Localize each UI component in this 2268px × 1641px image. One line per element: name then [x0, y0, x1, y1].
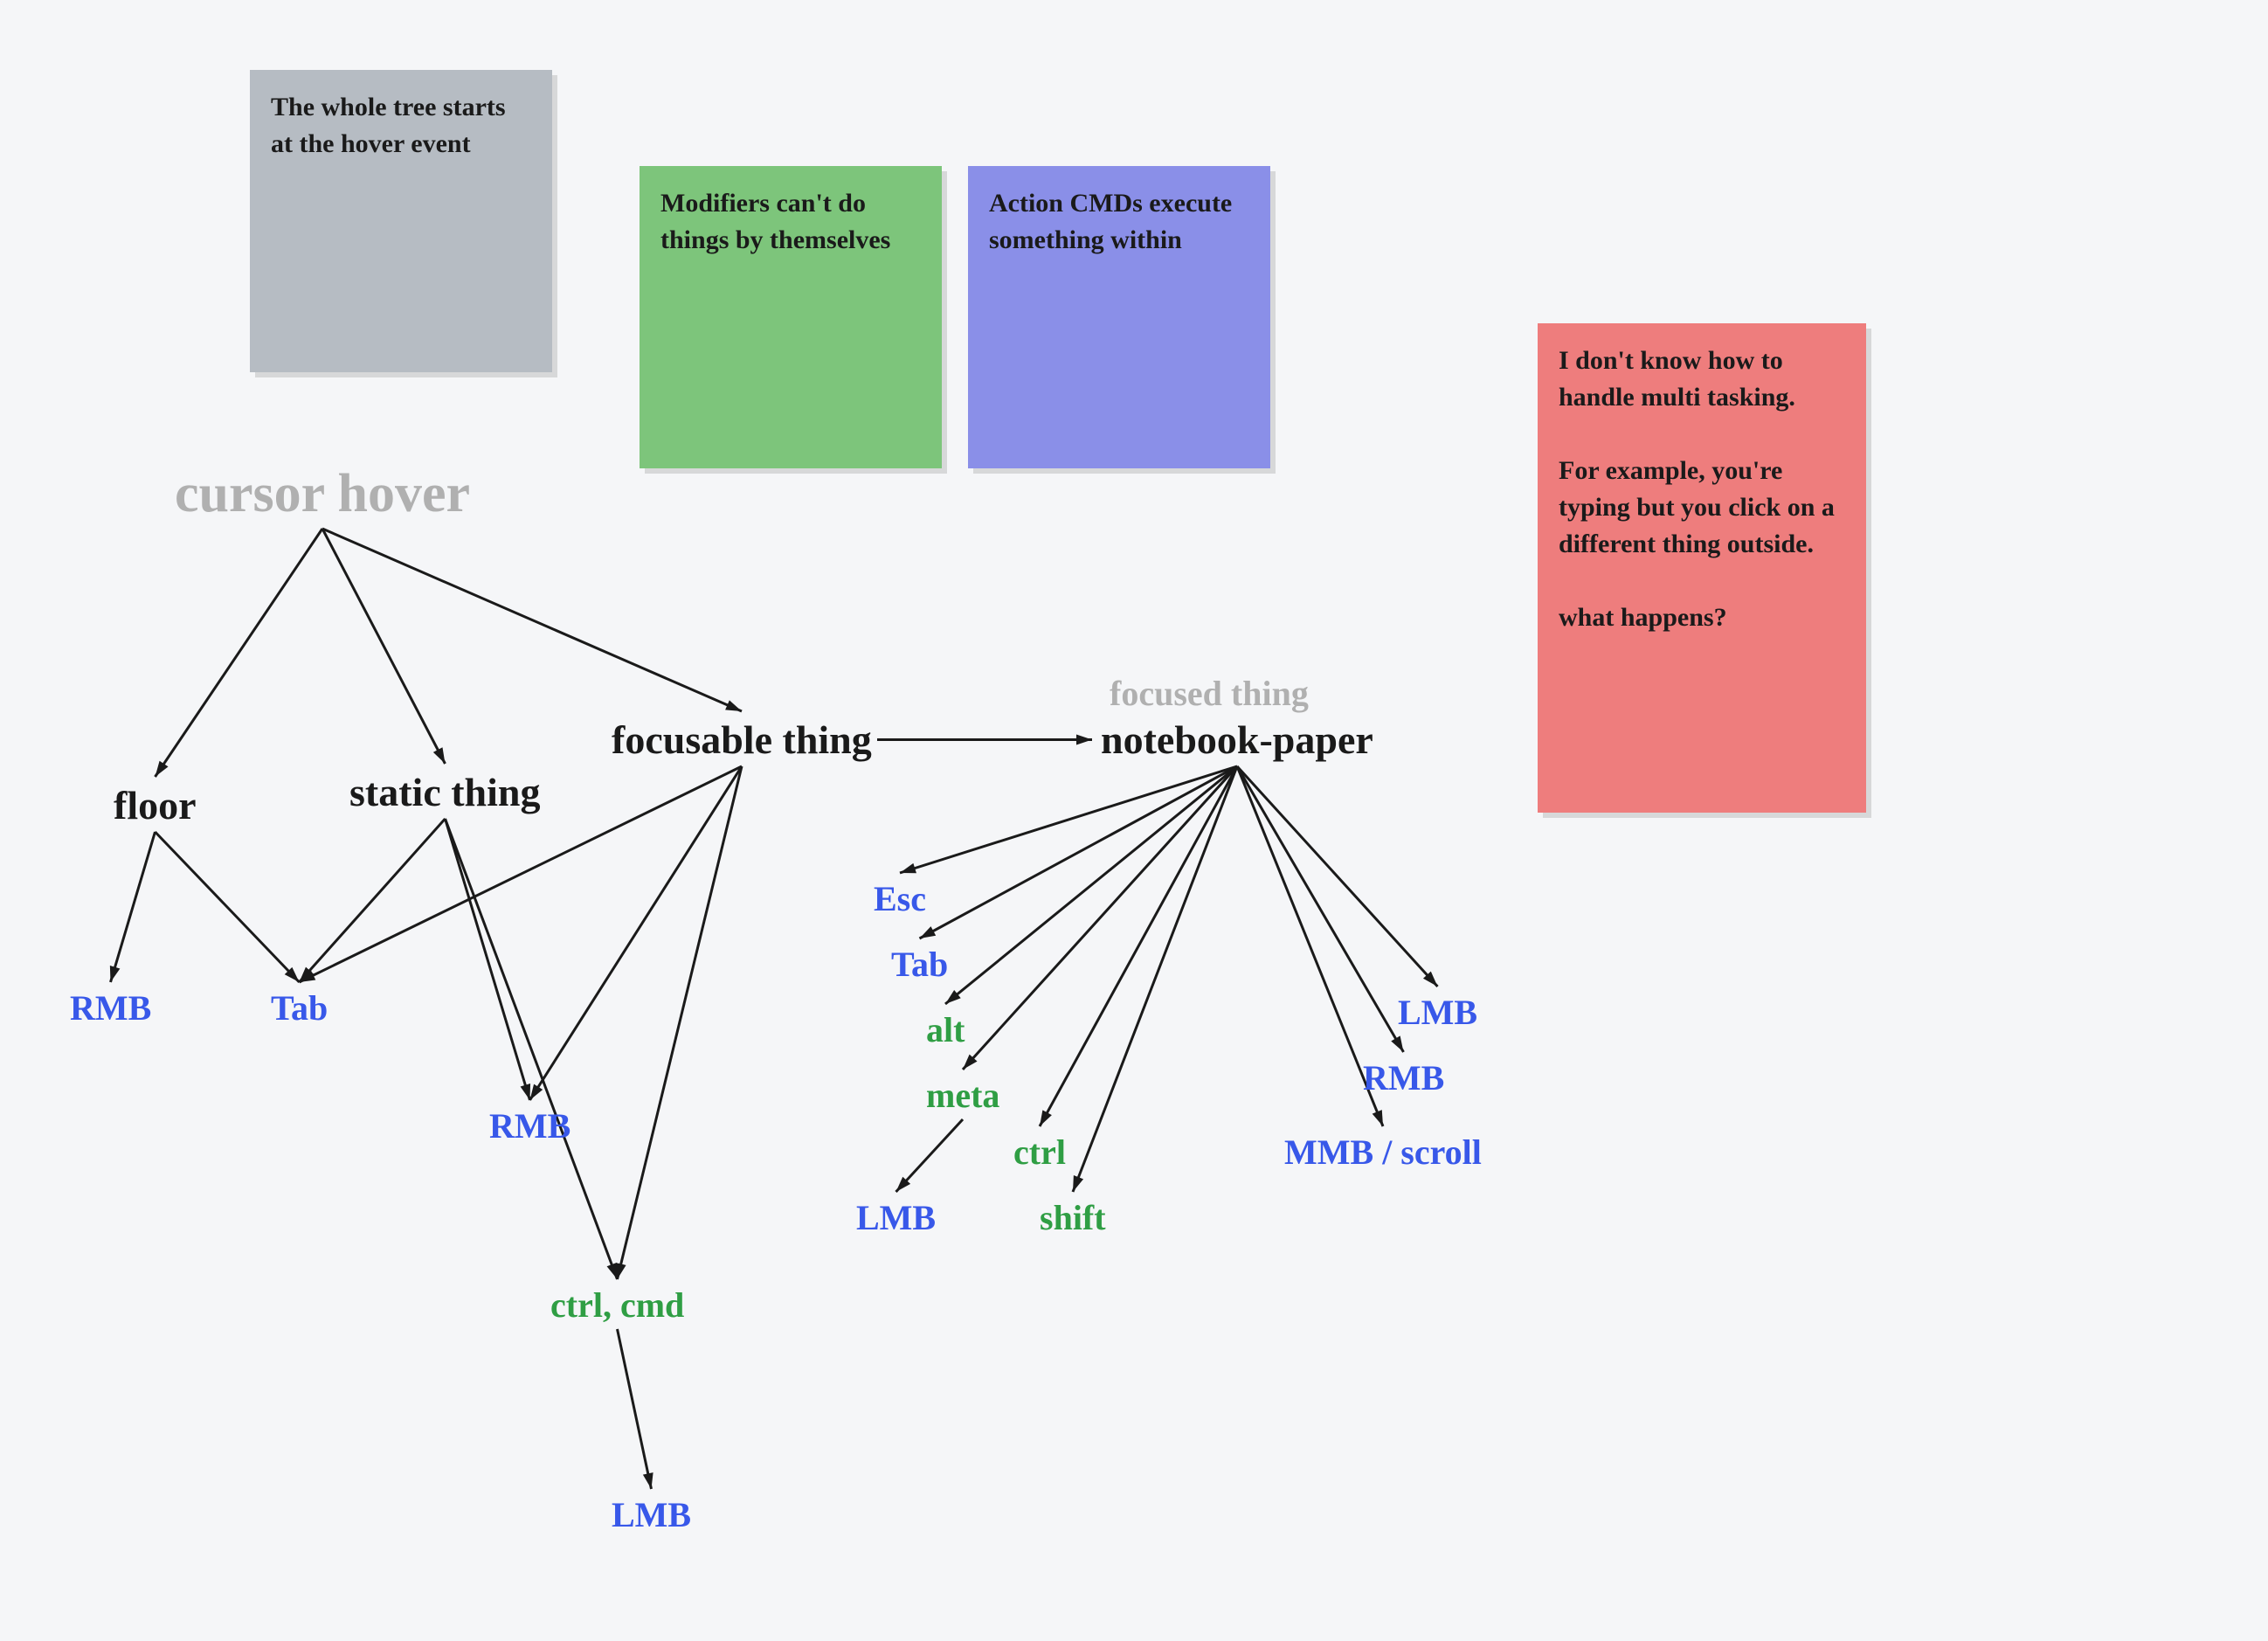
node-focusable: focusable thing: [612, 717, 872, 763]
sticky-s3: Action CMDs execute something within: [968, 166, 1270, 468]
node-root: cursor hover: [175, 463, 470, 525]
node-ctrlcmd: ctrl, cmd: [550, 1284, 684, 1326]
node-alt: alt: [926, 1009, 965, 1050]
node-ctrl: ctrl: [1013, 1132, 1066, 1173]
node-notebook: notebook-paper: [1101, 717, 1373, 763]
node-esc: Esc: [874, 878, 926, 919]
node-meta: meta: [926, 1075, 999, 1116]
node-rmb2: RMB: [489, 1105, 570, 1146]
node-focused_annot: focused thing: [1110, 673, 1309, 714]
node-tab1: Tab: [271, 987, 328, 1028]
node-rmb1: RMB: [70, 987, 151, 1028]
diagram-canvas: The whole tree starts at the hover event…: [0, 0, 2268, 1641]
node-tab2: Tab: [891, 944, 948, 985]
sticky-s4: I don't know how to handle multi tasking…: [1538, 323, 1866, 813]
node-lmb3: LMB: [1398, 992, 1477, 1033]
node-static: static thing: [349, 769, 541, 815]
node-shift: shift: [1040, 1197, 1106, 1238]
node-rmb3: RMB: [1363, 1057, 1444, 1098]
sticky-s2: Modifiers can't do things by themselves: [640, 166, 942, 468]
node-mmb: MMB / scroll: [1284, 1132, 1482, 1173]
sticky-s1: The whole tree starts at the hover event: [250, 70, 552, 372]
node-floor: floor: [114, 782, 197, 828]
node-lmb_meta: LMB: [856, 1197, 936, 1238]
node-lmb_cc: LMB: [612, 1494, 691, 1535]
